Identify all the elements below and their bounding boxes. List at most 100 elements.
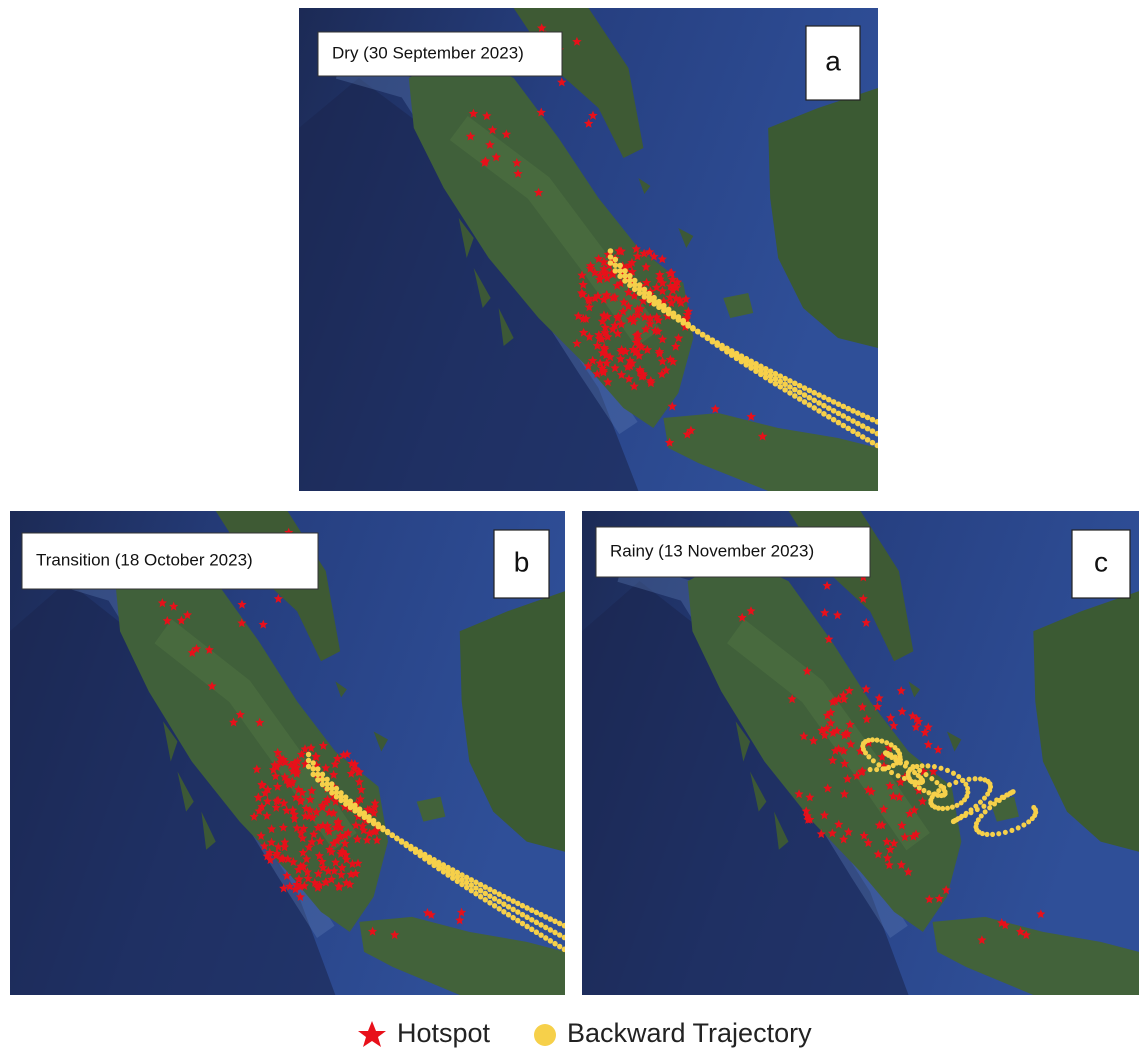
trajectory-point — [506, 904, 511, 910]
trajectory-point — [557, 932, 562, 938]
trajectory-point — [960, 778, 965, 783]
trajectory-point — [945, 806, 950, 811]
trajectory-point — [408, 846, 413, 852]
trajectory-point — [469, 888, 474, 894]
trajectory-point — [947, 782, 952, 787]
trajectory-point — [787, 390, 793, 396]
trajectory-point — [685, 321, 691, 327]
trajectory-point — [841, 423, 847, 429]
trajectory-point — [483, 897, 488, 903]
trajectory-point — [865, 437, 871, 443]
trajectory-point — [782, 381, 788, 387]
trajectory-point — [311, 760, 316, 766]
trajectory-point — [811, 405, 817, 411]
trajectory-point — [951, 771, 956, 776]
trajectory-point — [802, 385, 808, 391]
map-panel: Dry (30 September 2023)a — [299, 8, 880, 491]
map-panel: Rainy (13 November 2023)c — [582, 511, 1139, 995]
trajectory-point — [473, 885, 478, 891]
trajectory-point — [888, 752, 893, 757]
trajectory-point — [792, 381, 798, 387]
panels: Dry (30 September 2023)a Transition (18 O… — [10, 8, 1139, 995]
panel-title: Transition (18 October 2023) — [36, 550, 253, 569]
trajectory-point — [510, 907, 515, 913]
trajectory-point — [777, 373, 783, 379]
trajectory-point — [315, 772, 320, 778]
trajectory-point — [306, 764, 311, 770]
trajectory-point — [777, 379, 783, 385]
trajectory-point — [850, 428, 856, 434]
trajectory-point — [787, 378, 793, 384]
trajectory-point — [816, 392, 822, 398]
trajectory-point — [497, 906, 502, 912]
trajectory-point — [548, 916, 553, 922]
trajectory-point — [917, 785, 922, 790]
trajectory-point — [538, 922, 543, 928]
trajectory-point — [562, 947, 567, 953]
trajectory-point — [811, 398, 817, 404]
trajectory-point — [865, 426, 871, 432]
legend: Hotspot Backward Trajectory — [358, 1018, 812, 1048]
trajectory-point — [538, 912, 543, 918]
trajectory-point — [966, 777, 971, 782]
trajectory-point — [950, 804, 955, 809]
trajectory-point — [642, 287, 648, 293]
trajectory-point — [622, 273, 628, 279]
trajectory-point — [492, 889, 497, 895]
trajectory-point — [613, 268, 619, 274]
trajectory-point — [473, 880, 478, 886]
trajectory-point — [870, 428, 876, 434]
trajectory-point — [464, 885, 469, 891]
trajectory-point — [831, 408, 837, 414]
trajectory-point — [385, 829, 390, 835]
trajectory-point — [524, 914, 529, 920]
trajectory-point — [562, 923, 567, 929]
trajectory-point — [983, 809, 988, 814]
trajectory-point — [945, 768, 950, 773]
trajectory-point — [912, 770, 917, 775]
trajectory-point — [763, 375, 769, 381]
trajectory-point — [870, 440, 876, 446]
trajectory-point — [797, 383, 803, 389]
trajectory-point — [710, 339, 716, 345]
trajectory-point — [1009, 828, 1014, 833]
trajectory-point — [923, 772, 928, 777]
trajectory-point — [863, 750, 868, 755]
trajectory-point — [792, 393, 798, 399]
trajectory-point — [497, 891, 502, 897]
trajectory-point — [646, 291, 652, 297]
trajectory-point — [404, 843, 409, 849]
trajectory-point — [343, 794, 348, 800]
trajectory-point — [753, 368, 759, 374]
trajectory-point — [898, 757, 903, 762]
trajectory-point — [357, 806, 362, 812]
trajectory-point — [632, 278, 638, 284]
trajectory-point — [422, 856, 427, 862]
trajectory-point — [311, 766, 316, 772]
trajectory-point — [996, 831, 1001, 836]
trajectory-point — [953, 780, 958, 785]
trajectory-point — [441, 869, 446, 875]
trajectory-point — [469, 877, 474, 883]
trajectory-point — [914, 764, 919, 769]
panel-title: Dry (30 September 2023) — [332, 43, 524, 62]
trajectory-point — [1021, 822, 1026, 827]
trajectory-point — [366, 814, 371, 820]
trajectory-point — [306, 752, 311, 758]
trajectory-point — [981, 804, 986, 809]
trajectory-point — [969, 810, 974, 815]
trajectory-point — [773, 371, 779, 377]
trajectory-point — [841, 413, 847, 419]
trajectory-point — [975, 807, 980, 812]
trajectory-point — [492, 896, 497, 902]
trajectory-point — [520, 921, 525, 927]
trajectory-point — [348, 798, 353, 804]
trajectory-point — [501, 909, 506, 915]
trajectory-point — [797, 390, 803, 396]
trajectory-point — [768, 378, 774, 384]
panel-title: Rainy (13 November 2023) — [610, 541, 814, 560]
trajectory-point — [487, 900, 492, 906]
trajectory-point — [855, 431, 861, 437]
trajectory-point — [478, 882, 483, 888]
trajectory-point — [506, 912, 511, 918]
